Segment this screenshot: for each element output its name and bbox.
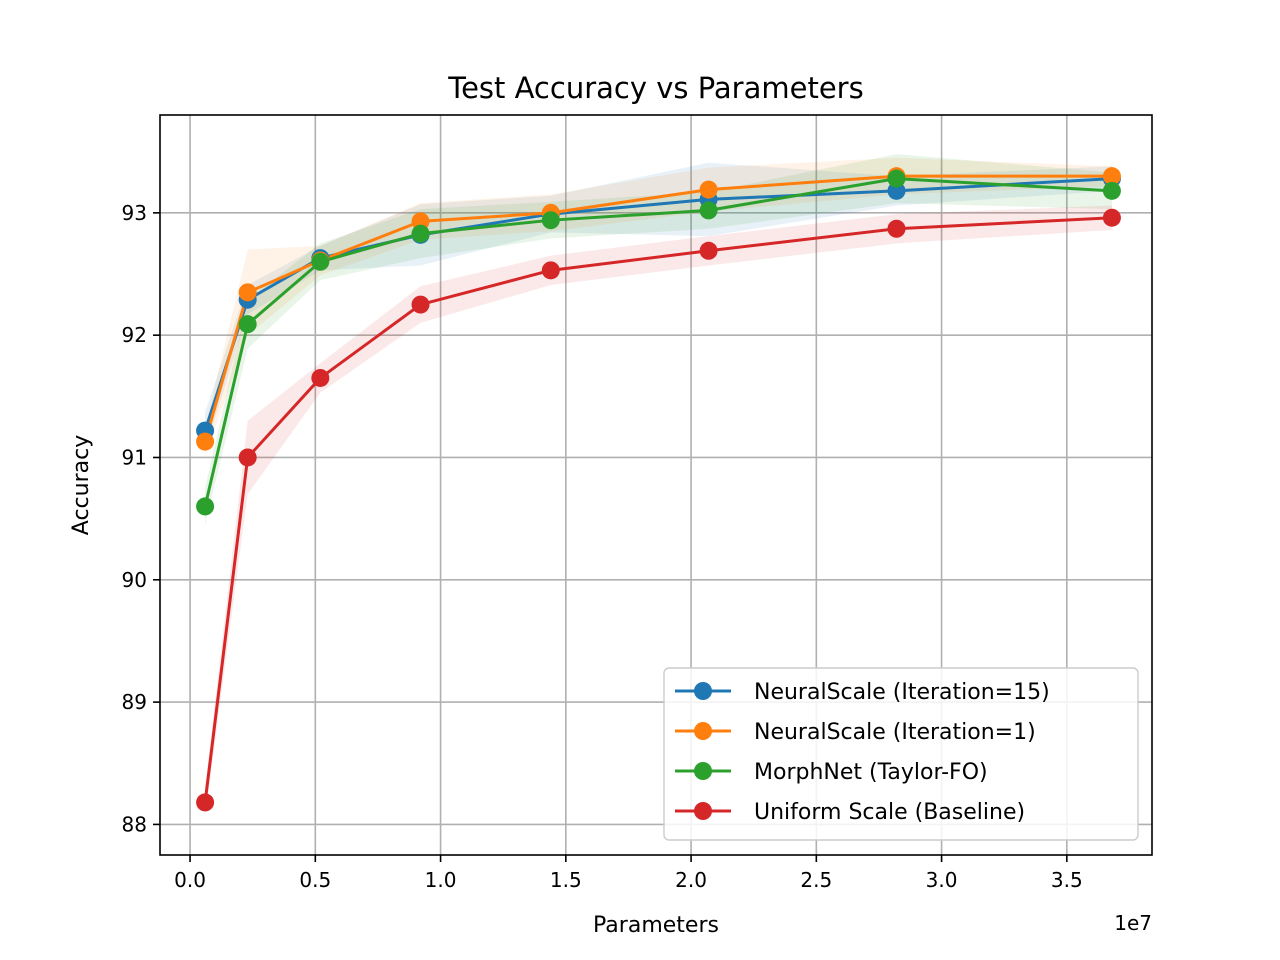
uniform-scale-baseline-legend-label: Uniform Scale (Baseline) — [754, 800, 1025, 825]
morphnet-taylor-fo-band — [205, 154, 1112, 525]
neuralscale-iteration-15-legend-label: NeuralScale (Iteration=15) — [754, 680, 1050, 705]
plot-frame — [159, 114, 1153, 856]
y-tick-label: 89 — [122, 690, 147, 714]
neuralscale-iteration-1-legend-label: NeuralScale (Iteration=1) — [754, 720, 1036, 745]
axis-ticks: 0.0 0.5 1.0 1.5 2.0 2.5 3.0 3.5 88 89 90 91 92 93 — [122, 201, 1083, 892]
y-tick-label: 90 — [122, 568, 147, 592]
neuralscale-iteration-1-point — [238, 283, 257, 302]
x-tick-label: 0.5 — [299, 868, 331, 892]
y-tick-label: 93 — [122, 201, 147, 225]
morphnet-taylor-fo-legend-label: MorphNet (Taylor-FO) — [754, 760, 988, 785]
x-tick-label: 1.5 — [550, 868, 582, 892]
legend-items: NeuralScale (Iteration=15) NeuralScale (I… — [675, 680, 1050, 825]
neuralscale-iteration-15-line — [203, 177, 1113, 432]
uniform-scale-baseline-point — [1102, 208, 1121, 227]
morphnet-taylor-fo-point — [311, 252, 330, 271]
legend: NeuralScale (Iteration=15) NeuralScale (I… — [663, 667, 1139, 841]
morphnet-taylor-fo-point — [887, 169, 906, 188]
morphnet-taylor-fo-line — [203, 177, 1113, 507]
morphnet-taylor-fo-point — [238, 315, 257, 334]
legend-frame — [663, 667, 1139, 841]
x-tick-label: 3.0 — [926, 868, 958, 892]
series-lines — [203, 174, 1113, 803]
uniform-scale-baseline-point — [541, 261, 560, 280]
uniform-scale-baseline-legend-marker — [694, 802, 712, 820]
uniform-scale-baseline-point — [699, 241, 718, 260]
morphnet-taylor-fo-point — [196, 497, 215, 516]
y-tick-label: 91 — [122, 445, 147, 469]
x-axis-label: Parameters — [593, 913, 719, 938]
neuralscale-iteration-15-legend-marker — [694, 682, 712, 700]
morphnet-taylor-fo-point — [411, 224, 430, 243]
uniform-scale-baseline-line — [203, 216, 1112, 803]
chart-title: Test Accuracy vs Parameters — [447, 71, 863, 105]
y-tick-label: 92 — [122, 323, 147, 347]
uniform-scale-baseline-point — [887, 219, 906, 238]
uniform-scale-baseline-point — [238, 448, 257, 467]
uniform-scale-baseline-point — [411, 295, 430, 314]
morphnet-taylor-fo-point — [699, 201, 718, 220]
neuralscale-iteration-1-legend-marker — [694, 722, 712, 740]
y-tick-label: 88 — [122, 812, 147, 836]
neuralscale-iteration-1-line — [203, 174, 1112, 442]
uniform-scale-baseline-point — [196, 793, 215, 812]
x-tick-label: 2.0 — [675, 868, 707, 892]
x-tick-label: 0.0 — [174, 868, 206, 892]
neuralscale-iteration-1-point — [699, 180, 718, 199]
x-tick-label: 1.0 — [425, 868, 457, 892]
uniform-scale-baseline-point — [311, 368, 330, 387]
morphnet-taylor-fo-point — [541, 211, 560, 230]
x-tick-label: 2.5 — [800, 868, 832, 892]
morphnet-taylor-fo-point — [1102, 181, 1121, 200]
x-tick-label: 3.5 — [1051, 868, 1083, 892]
neuralscale-iteration-1-point — [196, 432, 215, 451]
morphnet-taylor-fo-legend-marker — [694, 762, 712, 780]
y-axis-label: Accuracy — [69, 435, 94, 535]
neuralscale-iteration-1-point — [1102, 167, 1121, 186]
series-markers — [196, 167, 1121, 812]
x-axis-offset-label: 1e7 — [1114, 911, 1152, 935]
